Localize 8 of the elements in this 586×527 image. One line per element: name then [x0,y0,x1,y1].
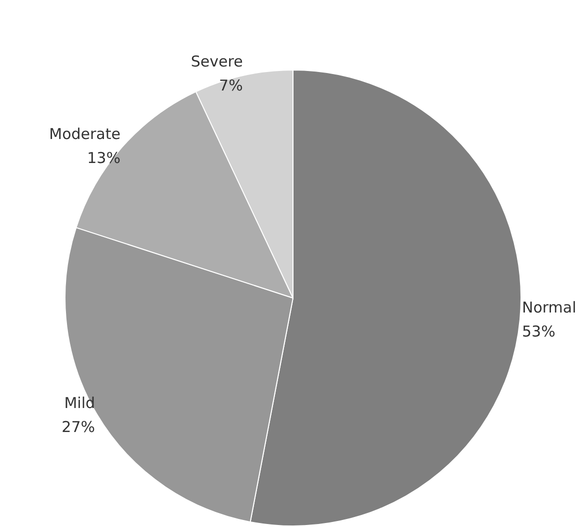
slice-label: Mild [64,394,96,412]
slice-label: Normal [522,298,576,317]
data-label: 53% [522,322,556,341]
slice-label: Moderate [49,124,120,143]
slice-label: Severe [190,52,243,71]
data-label: 13% [87,148,120,167]
data-label: 27% [62,418,96,436]
data-label: 7% [219,76,243,95]
